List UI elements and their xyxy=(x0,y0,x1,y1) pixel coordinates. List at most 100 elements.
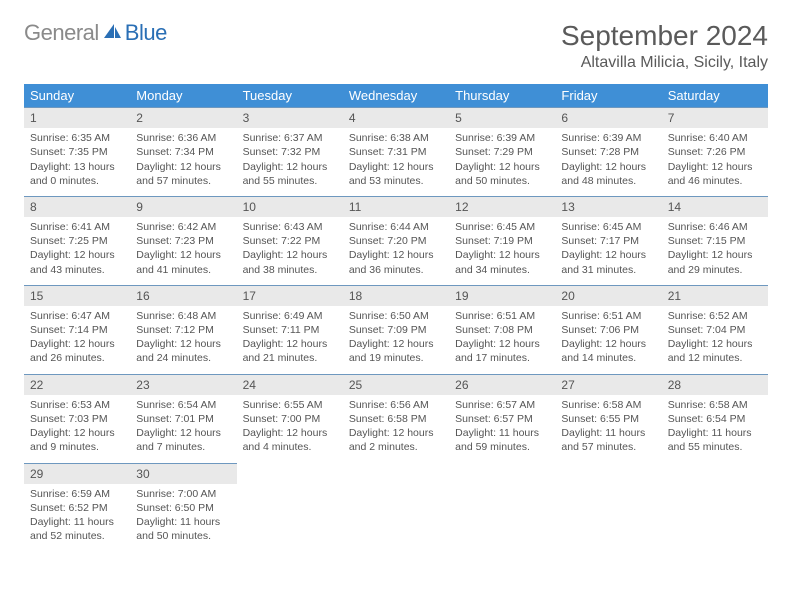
daylight-line: Daylight: 12 hours and 14 minutes. xyxy=(561,337,655,365)
day-number: 19 xyxy=(455,289,468,303)
calendar-day-cell: 21Sunrise: 6:52 AMSunset: 7:04 PMDayligh… xyxy=(662,285,768,374)
sunrise-line: Sunrise: 6:58 AM xyxy=(561,398,655,412)
day-number: 16 xyxy=(136,289,149,303)
logo-sail-icon xyxy=(102,22,122,45)
sunset-line: Sunset: 7:25 PM xyxy=(30,234,124,248)
day-number-row: 14 xyxy=(662,197,768,217)
sunset-line: Sunset: 7:17 PM xyxy=(561,234,655,248)
sunrise-line: Sunrise: 6:58 AM xyxy=(668,398,762,412)
day-number-row: 24 xyxy=(237,375,343,395)
calendar-day-cell: 23Sunrise: 6:54 AMSunset: 7:01 PMDayligh… xyxy=(130,374,236,463)
weekday-header-cell: Thursday xyxy=(449,84,555,107)
day-number: 29 xyxy=(30,467,43,481)
sunset-line: Sunset: 6:54 PM xyxy=(668,412,762,426)
day-number-row: 21 xyxy=(662,286,768,306)
calendar-day-cell: 1Sunrise: 6:35 AMSunset: 7:35 PMDaylight… xyxy=(24,107,130,196)
daylight-line: Daylight: 11 hours and 55 minutes. xyxy=(668,426,762,454)
day-number-row: 23 xyxy=(130,375,236,395)
day-number: 6 xyxy=(561,111,568,125)
calendar-day-cell xyxy=(555,463,661,552)
calendar-day-cell: 2Sunrise: 6:36 AMSunset: 7:34 PMDaylight… xyxy=(130,107,236,196)
daylight-line: Daylight: 12 hours and 43 minutes. xyxy=(30,248,124,276)
day-number: 21 xyxy=(668,289,681,303)
day-number: 22 xyxy=(30,378,43,392)
day-number: 8 xyxy=(30,200,37,214)
sunrise-line: Sunrise: 6:51 AM xyxy=(455,309,549,323)
day-number: 11 xyxy=(349,200,361,214)
calendar-day-cell: 8 Sunrise: 6:41 AMSunset: 7:25 PMDaylight… xyxy=(24,196,130,285)
day-number: 26 xyxy=(455,378,468,392)
calendar-day-cell: 19Sunrise: 6:51 AMSunset: 7:08 PMDayligh… xyxy=(449,285,555,374)
sunset-line: Sunset: 7:23 PM xyxy=(136,234,230,248)
day-number: 2 xyxy=(136,111,143,125)
day-number: 20 xyxy=(561,289,574,303)
day-number-row: 27 xyxy=(555,375,661,395)
calendar-day-cell: 22Sunrise: 6:53 AMSunset: 7:03 PMDayligh… xyxy=(24,374,130,463)
day-number-row: 19 xyxy=(449,286,555,306)
calendar-day-cell: 14Sunrise: 6:46 AMSunset: 7:15 PMDayligh… xyxy=(662,196,768,285)
daylight-line: Daylight: 11 hours and 57 minutes. xyxy=(561,426,655,454)
day-number-row: 11 xyxy=(343,197,449,217)
calendar-weekday-header: SundayMondayTuesdayWednesdayThursdayFrid… xyxy=(24,84,768,107)
day-number: 13 xyxy=(561,200,574,214)
day-number: 14 xyxy=(668,200,681,214)
day-number: 4 xyxy=(349,111,356,125)
header: General Blue September 2024 Altavilla Mi… xyxy=(24,20,768,72)
sunset-line: Sunset: 7:19 PM xyxy=(455,234,549,248)
day-number: 3 xyxy=(243,111,250,125)
daylight-line: Daylight: 12 hours and 57 minutes. xyxy=(136,160,230,188)
sunrise-line: Sunrise: 6:41 AM xyxy=(30,220,124,234)
day-number: 12 xyxy=(455,200,468,214)
month-title: September 2024 xyxy=(561,20,768,52)
day-number-row: 22 xyxy=(24,375,130,395)
sunset-line: Sunset: 7:15 PM xyxy=(668,234,762,248)
sunset-line: Sunset: 7:04 PM xyxy=(668,323,762,337)
calendar-day-cell: 17Sunrise: 6:49 AMSunset: 7:11 PMDayligh… xyxy=(237,285,343,374)
day-number-row: 25 xyxy=(343,375,449,395)
daylight-line: Daylight: 12 hours and 34 minutes. xyxy=(455,248,549,276)
day-number-row: 2 xyxy=(130,108,236,128)
daylight-line: Daylight: 12 hours and 29 minutes. xyxy=(668,248,762,276)
day-number: 23 xyxy=(136,378,149,392)
day-number-row: 15 xyxy=(24,286,130,306)
day-number-row: 30 xyxy=(130,464,236,484)
day-number: 30 xyxy=(136,467,149,481)
sunrise-line: Sunrise: 6:49 AM xyxy=(243,309,337,323)
location: Altavilla Milicia, Sicily, Italy xyxy=(561,54,768,72)
sunrise-line: Sunrise: 6:38 AM xyxy=(349,131,443,145)
calendar-day-cell: 15Sunrise: 6:47 AMSunset: 7:14 PMDayligh… xyxy=(24,285,130,374)
calendar-day-cell: 12Sunrise: 6:45 AMSunset: 7:19 PMDayligh… xyxy=(449,196,555,285)
day-number-row: 4 xyxy=(343,108,449,128)
sunrise-line: Sunrise: 6:40 AM xyxy=(668,131,762,145)
sunrise-line: Sunrise: 6:43 AM xyxy=(243,220,337,234)
sunrise-line: Sunrise: 6:55 AM xyxy=(243,398,337,412)
sunset-line: Sunset: 7:06 PM xyxy=(561,323,655,337)
calendar-page: General Blue September 2024 Altavilla Mi… xyxy=(0,0,792,571)
day-number: 27 xyxy=(561,378,574,392)
sunrise-line: Sunrise: 6:37 AM xyxy=(243,131,337,145)
day-number: 9 xyxy=(136,200,143,214)
sunrise-line: Sunrise: 6:39 AM xyxy=(455,131,549,145)
calendar-day-cell: 7Sunrise: 6:40 AMSunset: 7:26 PMDaylight… xyxy=(662,107,768,196)
day-number: 17 xyxy=(243,289,256,303)
calendar-day-cell: 16Sunrise: 6:48 AMSunset: 7:12 PMDayligh… xyxy=(130,285,236,374)
daylight-line: Daylight: 12 hours and 41 minutes. xyxy=(136,248,230,276)
sunset-line: Sunset: 7:12 PM xyxy=(136,323,230,337)
sunset-line: Sunset: 7:09 PM xyxy=(349,323,443,337)
sunset-line: Sunset: 7:35 PM xyxy=(30,145,124,159)
sunrise-line: Sunrise: 6:47 AM xyxy=(30,309,124,323)
day-number: 10 xyxy=(243,200,256,214)
day-number-row: 20 xyxy=(555,286,661,306)
day-number-row: 13 xyxy=(555,197,661,217)
day-number-row: 18 xyxy=(343,286,449,306)
calendar-day-cell: 13Sunrise: 6:45 AMSunset: 7:17 PMDayligh… xyxy=(555,196,661,285)
logo: General Blue xyxy=(24,20,167,46)
calendar-day-cell: 11Sunrise: 6:44 AMSunset: 7:20 PMDayligh… xyxy=(343,196,449,285)
sunset-line: Sunset: 6:55 PM xyxy=(561,412,655,426)
calendar-day-cell: 26Sunrise: 6:57 AMSunset: 6:57 PMDayligh… xyxy=(449,374,555,463)
calendar-day-cell: 24Sunrise: 6:55 AMSunset: 7:00 PMDayligh… xyxy=(237,374,343,463)
sunset-line: Sunset: 7:11 PM xyxy=(243,323,337,337)
day-number-row: 10 xyxy=(237,197,343,217)
sunrise-line: Sunrise: 6:52 AM xyxy=(668,309,762,323)
sunset-line: Sunset: 6:50 PM xyxy=(136,501,230,515)
